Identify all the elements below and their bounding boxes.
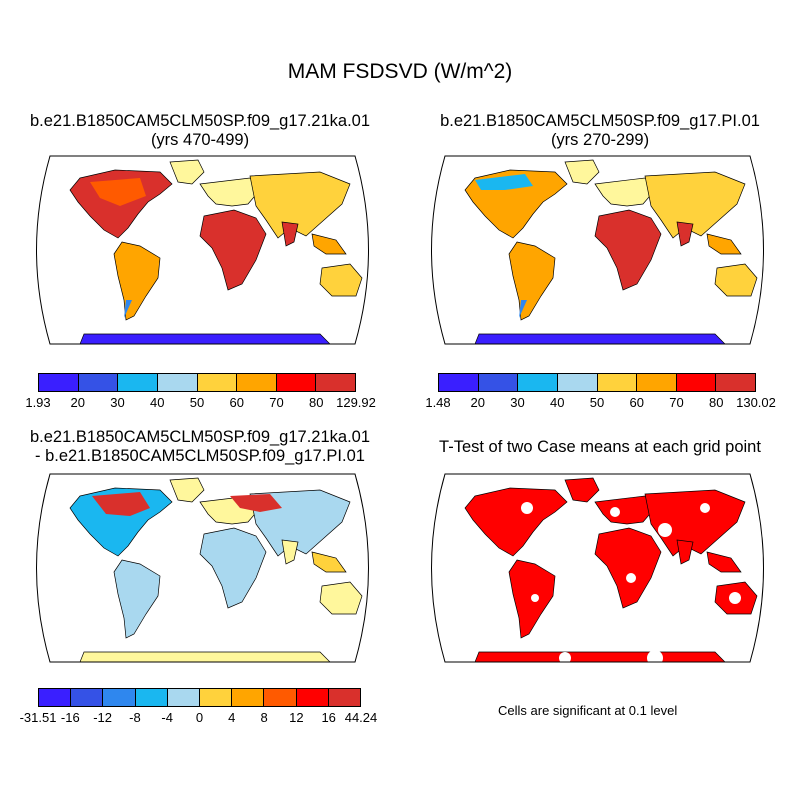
case2-title: b.e21.B1850CAM5CLM50SP.f09_g17.PI.01 (yr… bbox=[400, 112, 800, 150]
case1-map bbox=[36, 155, 369, 345]
case1-colorbar-tick-label: 50 bbox=[189, 395, 205, 410]
ttest-note: Cells are significant at 0.1 level bbox=[498, 703, 678, 718]
difference-colorbar-swatch bbox=[167, 689, 201, 706]
case2-colorbar-swatch bbox=[439, 374, 479, 391]
difference-colorbar-tick-label: -8 bbox=[129, 710, 141, 725]
case1-colorbar-swatch bbox=[276, 374, 317, 391]
case2-map bbox=[431, 155, 764, 345]
difference-title: b.e21.B1850CAM5CLM50SP.f09_g17.21ka.01 -… bbox=[0, 428, 400, 466]
case2-colorbar-tick-label: 80 bbox=[709, 395, 724, 410]
case1-colorbar-swatch bbox=[157, 374, 198, 391]
case2-colorbar-swatch bbox=[557, 374, 598, 391]
difference-colorbar-tick-label: -12 bbox=[93, 710, 112, 725]
case1-colorbar-tick-label: 1.93 bbox=[25, 395, 51, 410]
case2-colorbar-swatch bbox=[637, 374, 677, 391]
case1-colorbar-tick-label: 20 bbox=[70, 395, 85, 410]
case1-colorbar-tick-label: 129.92 bbox=[336, 395, 376, 410]
case1-colorbar-swatch bbox=[78, 374, 119, 391]
difference-colorbar-swatch bbox=[264, 689, 297, 706]
case1-colorbar bbox=[38, 373, 356, 392]
case2-colorbar bbox=[438, 373, 756, 392]
figure-title: MAM FSDSVD (W/m^2) bbox=[287, 60, 513, 83]
ttest-title: T-Test of two Case means at each grid po… bbox=[439, 438, 761, 456]
case2-colorbar-tick-label: 20 bbox=[470, 395, 485, 410]
difference-colorbar-swatch bbox=[232, 689, 265, 706]
difference-colorbar-tick-label: 12 bbox=[289, 710, 304, 725]
difference-colorbar-swatch bbox=[135, 689, 168, 706]
case2-colorbar-tick-label: 60 bbox=[629, 395, 644, 410]
difference-colorbar-tick-label: 16 bbox=[321, 710, 336, 725]
case1-colorbar-tick-label: 60 bbox=[229, 395, 244, 410]
case2-title-line1: b.e21.B1850CAM5CLM50SP.f09_g17.PI.01 bbox=[440, 112, 760, 130]
difference-colorbar-swatch bbox=[296, 689, 329, 706]
difference-colorbar-swatch bbox=[71, 689, 104, 706]
case1-colorbar-swatch bbox=[316, 374, 355, 391]
case1-colorbar-swatch bbox=[237, 374, 277, 391]
difference-colorbar-tick-label: 8 bbox=[260, 710, 268, 725]
case1-colorbar-tick-label: 30 bbox=[110, 395, 125, 410]
case1-colorbar-tick-label: 80 bbox=[309, 395, 324, 410]
case2-title-line2: (yrs 270-299) bbox=[550, 131, 650, 149]
case1-colorbar-tick-label: 70 bbox=[269, 395, 284, 410]
case2-colorbar-tick-label: 30 bbox=[510, 395, 525, 410]
case2-colorbar-tick-label: 40 bbox=[550, 395, 565, 410]
difference-colorbar-swatch bbox=[328, 689, 361, 706]
case2-colorbar-tick-label: 1.48 bbox=[425, 395, 451, 410]
difference-colorbar-tick-label: -16 bbox=[60, 710, 80, 725]
case2-colorbar-tick-label: 50 bbox=[589, 395, 605, 410]
difference-colorbar-swatch bbox=[39, 689, 72, 706]
case2-colorbar-swatch bbox=[716, 374, 755, 391]
case2-colorbar-tick-label: 70 bbox=[669, 395, 684, 410]
difference-title-line2: - b.e21.B1850CAM5CLM50SP.f09_g17.PI.01 bbox=[35, 447, 365, 465]
difference-colorbar-tick-label: 0 bbox=[195, 710, 204, 725]
difference-colorbar-swatch bbox=[200, 689, 233, 706]
difference-map bbox=[36, 473, 369, 663]
difference-title-line1: b.e21.B1850CAM5CLM50SP.f09_g17.21ka.01 bbox=[29, 428, 371, 446]
difference-colorbar-tick-label: 4 bbox=[228, 710, 236, 725]
difference-colorbar bbox=[38, 688, 361, 707]
difference-colorbar-tick-label: -4 bbox=[161, 710, 173, 725]
case2-colorbar-swatch bbox=[676, 374, 717, 391]
difference-colorbar-tick-label: 44.24 bbox=[344, 710, 378, 725]
case2-colorbar-tick-label: 130.02 bbox=[736, 395, 776, 410]
ttest-map bbox=[431, 473, 764, 666]
case1-title-line2: (yrs 470-499) bbox=[150, 131, 250, 149]
case1-colorbar-swatch bbox=[39, 374, 79, 391]
case1-title-line1: b.e21.B1850CAM5CLM50SP.f09_g17.21ka.01 bbox=[29, 112, 371, 130]
case2-colorbar-swatch bbox=[478, 374, 519, 391]
case1-colorbar-swatch bbox=[118, 374, 158, 391]
difference-colorbar-swatch bbox=[103, 689, 136, 706]
case1-title: b.e21.B1850CAM5CLM50SP.f09_g17.21ka.01 (… bbox=[0, 112, 400, 150]
case2-colorbar-swatch bbox=[518, 374, 558, 391]
case1-colorbar-tick-label: 40 bbox=[150, 395, 165, 410]
case1-colorbar-swatch bbox=[197, 374, 238, 391]
difference-colorbar-tick-label: -31.51 bbox=[19, 710, 57, 725]
case2-colorbar-swatch bbox=[597, 374, 638, 391]
